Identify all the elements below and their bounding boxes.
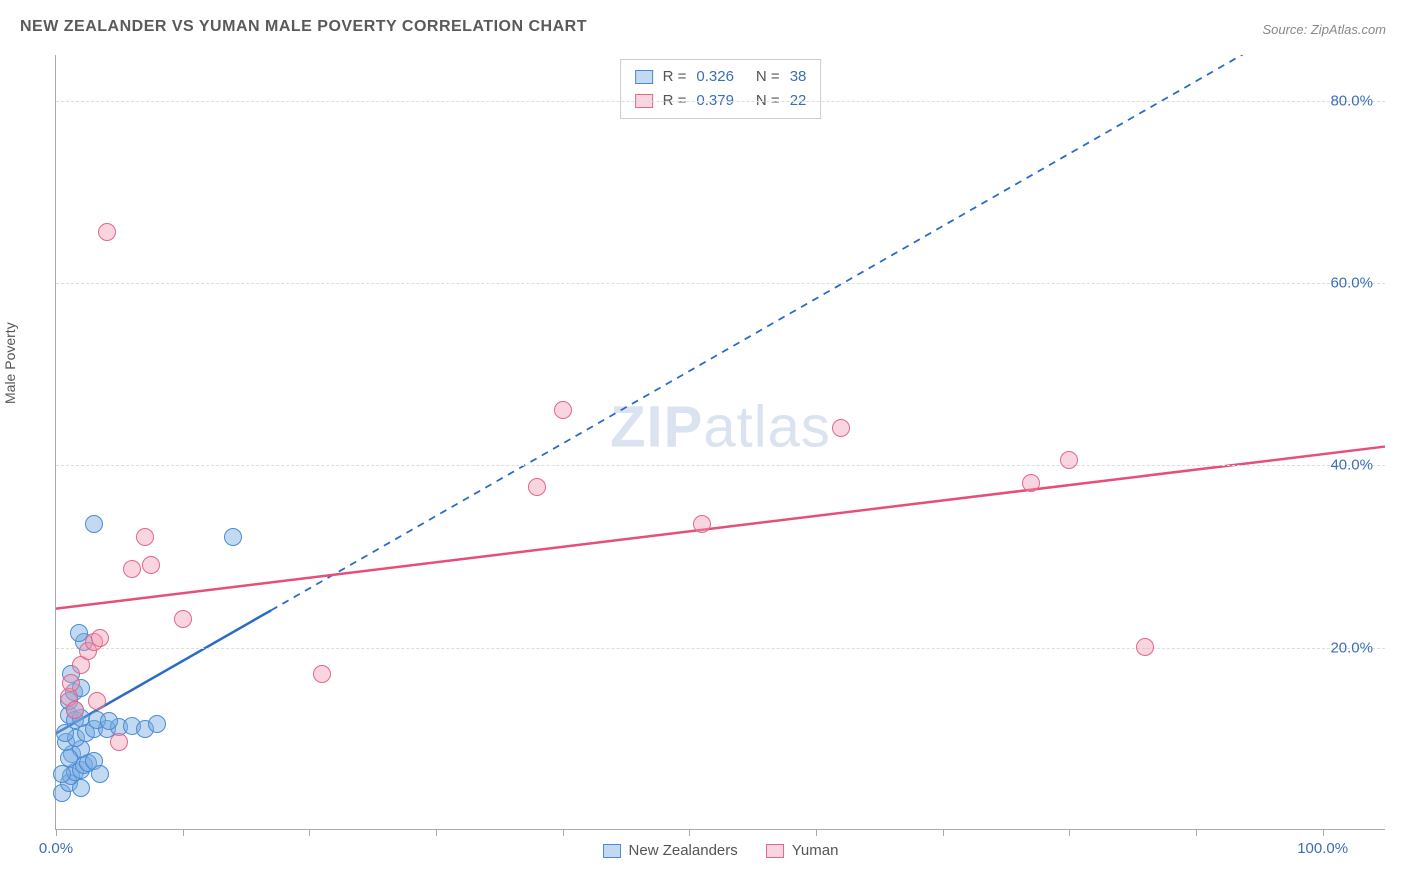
scatter-point: [313, 665, 331, 683]
x-tick: [436, 829, 437, 836]
scatter-point: [832, 419, 850, 437]
scatter-point: [123, 560, 141, 578]
scatter-point: [174, 610, 192, 628]
y-tick-label: 60.0%: [1330, 274, 1373, 291]
x-tick-label: 0.0%: [39, 840, 73, 857]
scatter-point: [85, 515, 103, 533]
x-tick: [943, 829, 944, 836]
watermark-zip: ZIP: [610, 394, 703, 459]
swatch-nz: [635, 70, 653, 84]
y-tick-label: 40.0%: [1330, 457, 1373, 474]
legend-label-nz: New Zealanders: [629, 842, 738, 859]
watermark-atlas: atlas: [703, 394, 831, 459]
gridline: [56, 648, 1385, 649]
plot-area: ZIPatlas R = 0.326 N = 38 R = 0.379 N = …: [55, 55, 1385, 830]
scatter-point: [62, 674, 80, 692]
scatter-point: [60, 749, 78, 767]
x-tick: [1069, 829, 1070, 836]
scatter-point: [100, 712, 118, 730]
x-tick: [183, 829, 184, 836]
scatter-point: [1136, 638, 1154, 656]
x-tick: [563, 829, 564, 836]
x-tick: [816, 829, 817, 836]
legend-item-nz: New Zealanders: [603, 842, 738, 859]
stat-n-nz: 38: [790, 65, 807, 89]
y-tick-label: 80.0%: [1330, 92, 1373, 109]
x-tick-label: 100.0%: [1297, 840, 1348, 857]
scatter-point: [91, 765, 109, 783]
trend-lines-svg: [56, 55, 1385, 829]
scatter-point: [142, 556, 160, 574]
scatter-point: [110, 733, 128, 751]
scatter-point: [88, 692, 106, 710]
scatter-point: [148, 715, 166, 733]
x-tick: [1196, 829, 1197, 836]
scatter-point: [53, 765, 71, 783]
gridline: [56, 283, 1385, 284]
scatter-point: [136, 528, 154, 546]
scatter-point: [554, 401, 572, 419]
legend-item-yuman: Yuman: [766, 842, 839, 859]
scatter-point: [1022, 474, 1040, 492]
stat-row-nz: R = 0.326 N = 38: [635, 65, 807, 89]
chart-title: NEW ZEALANDER VS YUMAN MALE POVERTY CORR…: [20, 18, 587, 36]
y-axis-label: Male Poverty: [2, 322, 18, 404]
x-tick: [309, 829, 310, 836]
gridline: [56, 465, 1385, 466]
scatter-point: [98, 223, 116, 241]
x-tick: [56, 829, 57, 836]
gridline: [56, 101, 1385, 102]
stat-r-label: R =: [663, 65, 687, 89]
x-tick: [689, 829, 690, 836]
y-tick-label: 20.0%: [1330, 639, 1373, 656]
scatter-point: [66, 701, 84, 719]
scatter-point: [528, 478, 546, 496]
stat-box: R = 0.326 N = 38 R = 0.379 N = 22: [620, 59, 822, 119]
legend-label-yuman: Yuman: [792, 842, 839, 859]
legend-swatch-yuman: [766, 844, 784, 858]
legend-swatch-nz: [603, 844, 621, 858]
scatter-point: [693, 515, 711, 533]
source-label: Source: ZipAtlas.com: [1262, 22, 1386, 37]
scatter-point: [72, 779, 90, 797]
scatter-point: [91, 629, 109, 647]
stat-n-label: N =: [756, 65, 780, 89]
scatter-point: [224, 528, 242, 546]
scatter-point: [56, 724, 74, 742]
scatter-point: [1060, 451, 1078, 469]
watermark: ZIPatlas: [610, 393, 831, 460]
stat-r-nz: 0.326: [696, 65, 734, 89]
x-tick: [1323, 829, 1324, 836]
legend-bottom: New Zealanders Yuman: [603, 842, 839, 859]
